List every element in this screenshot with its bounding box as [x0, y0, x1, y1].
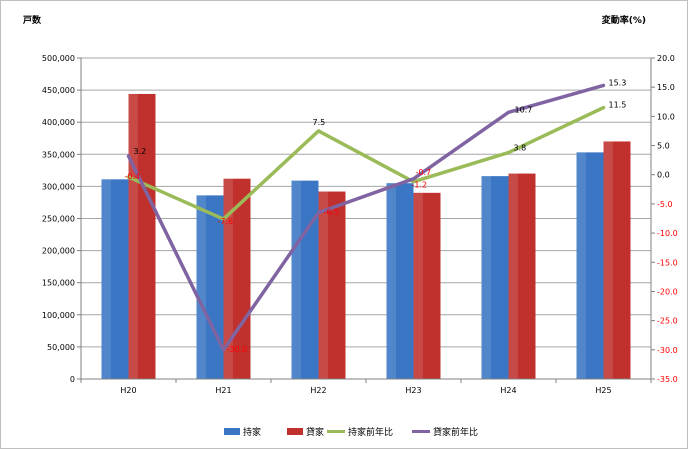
data-label: 11.5 [609, 101, 627, 110]
data-label: -6.5 [324, 208, 340, 217]
left-tick-label: 250,000 [42, 215, 75, 224]
bar-貸家 [128, 93, 156, 380]
x-tick-label: H23 [405, 386, 421, 395]
bar [101, 179, 129, 379]
bar [481, 176, 509, 379]
x-tick-label: H20 [120, 386, 136, 395]
bar-貸家 [603, 141, 631, 379]
left-tick-label: 500,000 [42, 54, 75, 63]
left-tick-label: 0 [70, 375, 75, 384]
left-tick-label: 150,000 [42, 279, 75, 288]
data-label: 7.5 [313, 118, 326, 127]
bar [508, 173, 536, 379]
bar-highlight [508, 173, 518, 379]
right-tick-label: 10.0 [657, 112, 675, 121]
bar-highlight [386, 183, 396, 379]
line-持家前年比 [126, 105, 606, 221]
right-tick-label: -15.0 [657, 258, 678, 267]
x-tick-label: H25 [595, 386, 611, 395]
bar [413, 192, 441, 379]
right-tick-label: -25.0 [657, 317, 678, 326]
bar-持家 [196, 195, 224, 379]
bar-持家 [576, 152, 604, 379]
legend-label: 持家 [243, 426, 261, 438]
legend-label: 持家前年比 [348, 426, 393, 438]
left-tick-label: 450,000 [42, 86, 75, 95]
bar-highlight [481, 176, 491, 379]
bar-highlight [413, 192, 423, 379]
right-tick-label: 15.0 [657, 83, 675, 92]
bar-貸家 [318, 191, 346, 379]
x-tick-label: H24 [500, 386, 516, 395]
left-tick-label: 200,000 [42, 247, 75, 256]
left-tick-label: 400,000 [42, 118, 75, 127]
data-label: -30.0 [227, 345, 248, 354]
left-tick-label: 50,000 [47, 343, 75, 352]
right-tick-label: -5.0 [657, 200, 673, 209]
right-axis-title: 変動率(%) [602, 14, 646, 26]
data-label: -7.6 [218, 217, 234, 226]
right-tick-label: 5.0 [657, 142, 670, 151]
x-tick-label: H21 [215, 386, 231, 395]
bar-highlight [603, 141, 613, 379]
bar-highlight [101, 179, 111, 379]
right-tick-label: -10.0 [657, 229, 678, 238]
bar [603, 141, 631, 379]
bar [128, 93, 156, 380]
left-tick-label: 300,000 [42, 182, 75, 191]
data-label: 3.2 [134, 147, 147, 156]
bar-highlight [318, 191, 328, 379]
left-tick-label: 100,000 [42, 311, 75, 320]
bar-highlight [576, 152, 586, 379]
bar [386, 183, 414, 379]
bar [291, 180, 319, 379]
right-tick-label: -35.0 [657, 375, 678, 384]
bar-highlight [128, 93, 138, 380]
line-貸家前年比 [126, 83, 606, 352]
data-label: -1.2 [412, 181, 428, 190]
bar-持家 [481, 176, 509, 379]
data-label: 15.3 [609, 78, 627, 87]
bar [576, 152, 604, 379]
bar [318, 191, 346, 379]
bar-貸家 [413, 192, 441, 379]
data-label: -0.7 [416, 168, 432, 177]
right-tick-label: -20.0 [657, 287, 678, 296]
bar-highlight [291, 180, 301, 379]
data-label: 10.7 [515, 105, 533, 114]
bar-貸家 [508, 173, 536, 379]
data-label: -0.4 [125, 172, 141, 181]
legend-label: 貸家前年比 [433, 426, 478, 438]
bar-持家 [386, 183, 414, 379]
legend-swatch-貸家 [287, 428, 303, 435]
legend-label: 貸家 [306, 426, 324, 438]
bar-持家 [291, 180, 319, 379]
x-tick-label: H22 [310, 386, 326, 395]
data-label: 3.8 [514, 144, 527, 153]
right-tick-label: 0.0 [657, 171, 670, 180]
bar-highlight [223, 178, 233, 379]
bar [196, 195, 224, 379]
bar-持家 [101, 179, 129, 379]
left-axis-title: 戸数 [23, 14, 42, 26]
right-tick-label: -30.0 [657, 346, 678, 355]
legend-swatch-持家 [224, 428, 240, 435]
left-tick-label: 350,000 [42, 150, 75, 159]
right-tick-label: 20.0 [657, 54, 675, 63]
bar-highlight [196, 195, 206, 379]
